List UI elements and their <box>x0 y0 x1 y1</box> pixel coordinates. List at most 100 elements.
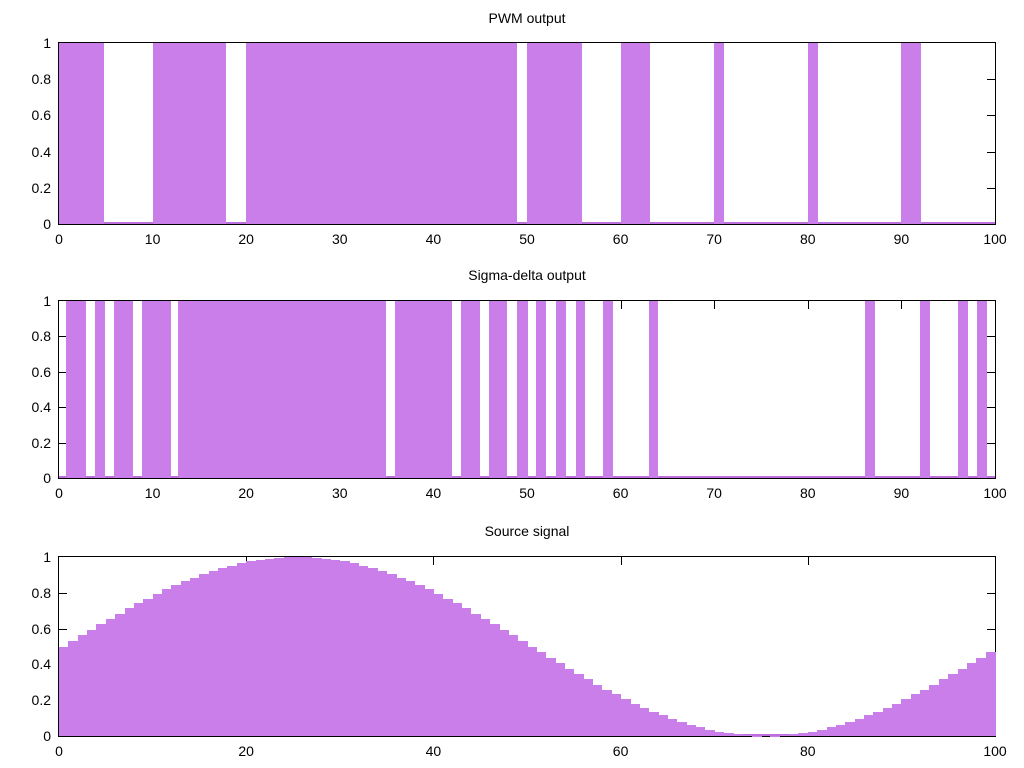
step-bar <box>508 635 519 736</box>
signal-bar <box>958 301 968 478</box>
step-bar <box>573 674 584 736</box>
y-tick-label: 0.4 <box>31 143 51 160</box>
step-bar <box>686 724 697 736</box>
step-bar <box>863 715 874 736</box>
step-bar <box>377 570 388 736</box>
step-bar <box>452 603 463 736</box>
step-bar <box>695 727 706 736</box>
step-bar <box>910 694 921 736</box>
x-tick-label: 100 <box>983 485 1007 501</box>
axis-tick <box>987 371 995 373</box>
x-tick-label: 30 <box>332 231 348 247</box>
signal-bar <box>516 301 528 478</box>
step-bar <box>152 593 163 736</box>
step-bar <box>349 563 360 736</box>
signal-bar <box>648 301 659 478</box>
step-bar <box>985 652 996 736</box>
step-bar <box>461 608 472 736</box>
signal-bar <box>714 43 725 224</box>
step-bar <box>264 558 275 736</box>
axis-tick <box>987 407 995 409</box>
x-tick-label: 20 <box>238 485 254 501</box>
x-tick-label: 0 <box>55 485 63 501</box>
step-bar <box>180 581 191 736</box>
axis-tick <box>246 557 248 565</box>
step-bar <box>901 699 912 736</box>
y-tick-label: 1 <box>43 293 51 309</box>
signal-bar <box>620 43 650 224</box>
plot-area-pwm: 0 10 20 30 40 50 60 70 80 90 100 0 0.2 0.4 0.6 0.8 1 <box>32 35 1007 247</box>
x-tick-label: 80 <box>800 485 816 501</box>
x-tick-label: 60 <box>612 231 629 247</box>
step-bar <box>892 703 902 736</box>
y-tick-label: 1 <box>43 35 51 51</box>
step-bar <box>929 684 940 736</box>
step-bar <box>405 581 416 736</box>
signal-bar <box>59 43 104 224</box>
step-bar <box>648 711 659 736</box>
step-bar <box>732 734 743 736</box>
step-bar <box>835 724 846 736</box>
step-bar <box>873 711 884 736</box>
signal-bar <box>152 43 226 224</box>
x-tick-label: 30 <box>332 485 348 501</box>
y-tick-label: 0.6 <box>31 107 51 124</box>
signal-bar <box>864 301 876 478</box>
step-bar <box>845 722 856 736</box>
step-bar <box>714 731 725 736</box>
x-tick-label: 40 <box>425 485 442 501</box>
step-bar <box>199 574 210 736</box>
y-tick-label: 0 <box>43 728 51 744</box>
axis-tick <box>987 442 995 444</box>
step-bar <box>367 568 378 736</box>
x-tick-label: 0 <box>55 231 63 247</box>
signal-bar <box>977 301 988 478</box>
step-bar <box>592 684 603 736</box>
step-bar <box>658 715 668 736</box>
y-tick-label: 0.4 <box>31 399 51 416</box>
axis-tick <box>59 592 67 594</box>
step-bar <box>190 577 200 736</box>
step-bar <box>218 568 229 736</box>
x-tick-label: 100 <box>983 743 1007 759</box>
step-bar <box>957 668 968 736</box>
signal-bar <box>395 301 453 478</box>
signal-bar <box>488 301 508 478</box>
step-bar <box>330 559 341 736</box>
step-bar <box>133 603 144 736</box>
axis-tick <box>987 151 995 153</box>
step-bar <box>442 598 453 736</box>
step-bar <box>208 570 219 736</box>
x-tick-label: 70 <box>706 485 722 501</box>
step-bar <box>246 561 257 736</box>
axis-tick <box>59 371 67 373</box>
step-bar <box>386 574 397 736</box>
step-bar <box>723 733 734 736</box>
step-bar <box>966 663 977 736</box>
y-tick-label: 0 <box>43 470 51 486</box>
axis-tick <box>987 79 995 81</box>
step-bar <box>59 646 69 736</box>
step-bar <box>470 613 481 736</box>
step-bar <box>171 585 182 736</box>
step-bar <box>96 624 107 736</box>
step-bar <box>629 703 640 736</box>
x-tick-label: 80 <box>800 743 816 759</box>
x-tick-label: 50 <box>519 485 535 501</box>
step-bar <box>601 689 612 736</box>
y-tick-label: 1 <box>43 549 51 565</box>
step-bar <box>704 729 715 736</box>
step-bar <box>68 640 79 736</box>
step-bar <box>882 707 893 736</box>
chart-title-source-signal: Source signal <box>484 523 570 539</box>
step-bar <box>143 598 154 736</box>
step-bar <box>779 735 790 736</box>
step-bar <box>115 613 126 736</box>
y-tick-label: 0.8 <box>31 71 51 88</box>
step-bar <box>489 624 500 736</box>
step-bar <box>583 679 594 736</box>
step-bar <box>161 589 172 736</box>
step-bar <box>807 731 818 736</box>
x-tick-label: 90 <box>893 231 910 247</box>
y-tick-label: 0.4 <box>31 656 51 673</box>
